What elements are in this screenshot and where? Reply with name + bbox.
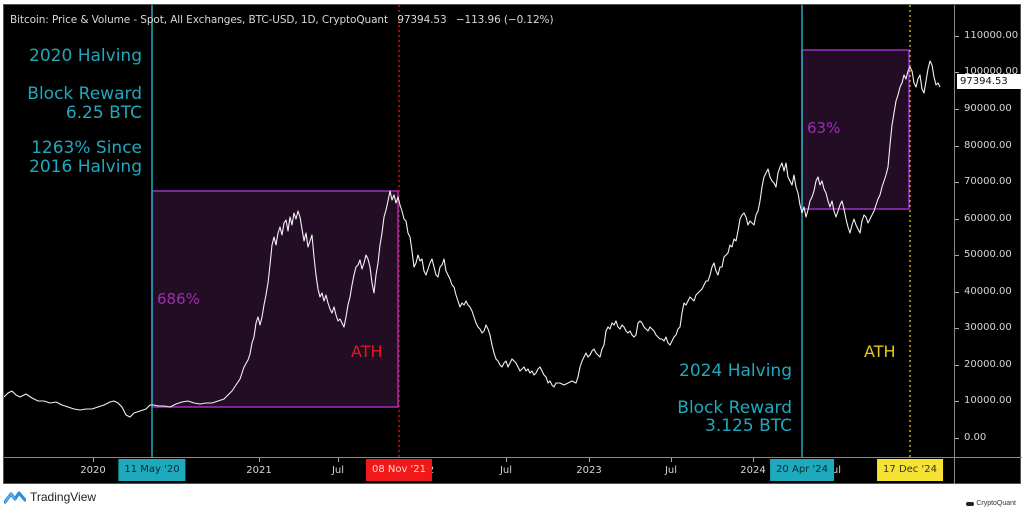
halving-2020-reward-label: Block Reward (27, 84, 142, 104)
x-tick: Jul (664, 465, 678, 476)
cryptoquant-logo: CryptoQuant (966, 500, 1016, 507)
y-tick: 90000.00 (955, 103, 1023, 115)
halving-2020-reward-value: 6.25 BTC (65, 103, 142, 123)
last-price-label: 97394.53 (957, 74, 1021, 89)
price-axis[interactable]: 110000.00 100000.00 90000.00 80000.00 70… (954, 5, 1022, 457)
halving-2024-title: 2024 Halving (679, 361, 792, 381)
y-tick: 0.00 (955, 432, 1023, 444)
y-tick: 30000.00 (955, 322, 1023, 334)
halving-2020-since-line2: 2016 Halving (29, 157, 142, 177)
box-2020-cycle (151, 190, 399, 408)
badge-halving-2024: 20 Apr '24 (770, 459, 834, 481)
price-change: −113.96 (−0.12%) (455, 14, 554, 26)
y-tick: 20000.00 (955, 359, 1023, 371)
x-tick: Jul (499, 465, 513, 476)
box-2020-pct-label: 686% (157, 290, 200, 308)
y-tick: 100000.00 (955, 66, 1023, 78)
cryptoquant-icon (966, 501, 975, 506)
chart-title: Bitcoin: Price & Volume - Spot, All Exch… (10, 14, 388, 26)
x-tick: Jul (828, 465, 842, 476)
chart-svg (4, 5, 941, 457)
box-2024-pct-label: 63% (807, 119, 841, 137)
plot-area[interactable]: Bitcoin: Price & Volume - Spot, All Exch… (4, 5, 954, 457)
y-tick: 60000.00 (955, 213, 1023, 225)
x-tick: 2024 (740, 465, 766, 476)
tradingview-icon (4, 491, 26, 504)
badge-halving-2020: 11 May '20 (118, 459, 186, 481)
x-tick: Jul (331, 465, 345, 476)
y-tick: 50000.00 (955, 249, 1023, 261)
y-tick: 80000.00 (955, 140, 1023, 152)
y-tick: 70000.00 (955, 176, 1023, 188)
tradingview-text: TradingView (30, 490, 97, 504)
price-line (4, 60, 941, 418)
halving-2020-title: 2020 Halving (29, 46, 142, 66)
x-tick: 2021 (246, 465, 272, 476)
cryptoquant-text: CryptoQuant (976, 500, 1016, 507)
ath-2024-label: ATH (864, 342, 896, 361)
badge-ath-2024: 17 Dec '24 (877, 459, 943, 481)
ath-2021-label: ATH (351, 342, 383, 361)
badge-ath-2021: 08 Nov '21 (365, 459, 433, 481)
halving-2020-since-line1: 1263% Since (31, 138, 142, 158)
x-tick: 2020 (80, 465, 106, 476)
chart-frame: Bitcoin: Price & Volume - Spot, All Exch… (3, 4, 1022, 484)
halving-2024-reward-label: Block Reward (677, 398, 792, 418)
time-axis[interactable]: 2020 2021 Jul 2 Jul 2023 Jul 2024 Jul 11… (4, 457, 954, 484)
y-tick: 110000.00 (955, 30, 1023, 42)
chart-title-bar: Bitcoin: Price & Volume - Spot, All Exch… (10, 14, 559, 26)
halving-2024-reward-value: 3.125 BTC (705, 416, 792, 436)
y-tick: 10000.00 (955, 395, 1023, 407)
y-tick: 40000.00 (955, 286, 1023, 298)
x-tick: 2023 (576, 465, 602, 476)
tradingview-logo[interactable]: TradingView (4, 490, 96, 504)
last-price: 97394.53 (397, 14, 447, 26)
axis-corner (954, 457, 1022, 484)
